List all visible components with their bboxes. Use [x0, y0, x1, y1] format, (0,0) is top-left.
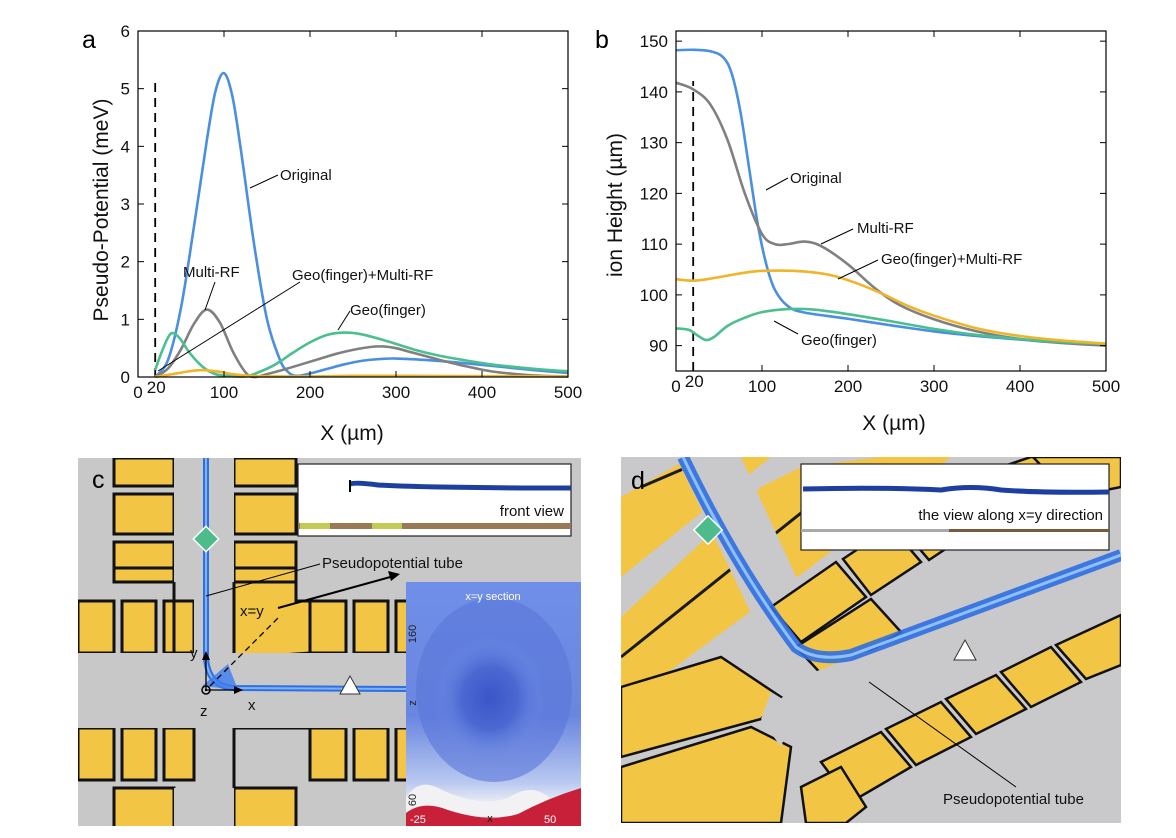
panel-b-xlabel: X (µm) — [862, 412, 925, 435]
panel-b-ytick-label: 120 — [640, 184, 668, 203]
panel-b-xtick-label: 200 — [834, 377, 862, 396]
panel-a-xtick-label: 200 — [296, 383, 324, 402]
panel-b-annotation-original: Original — [790, 170, 842, 187]
panel-c-tube-label: Pseudopotential tube — [322, 555, 463, 572]
panel-b-ytick-label: 130 — [640, 134, 668, 153]
axis-z-label: z — [200, 703, 208, 720]
panel-a-xtick-label: 500 — [554, 383, 582, 402]
diag-label: x=y — [240, 603, 264, 620]
panel-a-series-geo-finger-multi-rf — [154, 368, 569, 379]
panel-b-xtick-label: 400 — [1006, 377, 1034, 396]
panel-b-label: b — [595, 26, 609, 54]
panel-a-xtick-label: 100 — [210, 383, 238, 402]
panel-a-xtick-label: 400 — [468, 383, 496, 402]
panel-b-annotation-geofinger: Geo(finger) — [801, 332, 877, 349]
panel-a-series-geo-finger- — [153, 331, 569, 378]
panel-b-ytick-label: 100 — [640, 286, 668, 305]
panel-b-series-geo-finger-multi-rf — [675, 269, 1107, 345]
green-diamond-marker-3d — [692, 514, 724, 546]
panel-b-xtick-label: 300 — [920, 377, 948, 396]
section-ytick-top: 160 — [407, 625, 419, 643]
panel-a-plot-frame — [137, 30, 569, 378]
white-triangle-marker — [339, 674, 361, 695]
panel-c-figure: y x z x=y Pseudopotential tube front vie… — [78, 458, 581, 826]
panel-a-ytick-label: 4 — [121, 137, 130, 156]
front-view-label: front view — [500, 503, 564, 520]
panel-a-ytick-label: 5 — [121, 80, 130, 99]
panel-a-chart: a Pseudo-Potential (meV) X (µm) 20 0 100 2… — [82, 22, 582, 445]
panel-a-ytick-label: 1 — [121, 310, 130, 329]
section-ytick-bottom: 60 — [407, 794, 419, 806]
panel-a-annotation-original: Original — [280, 167, 332, 184]
panel-a-ytick-label: 2 — [121, 253, 130, 272]
panel-a-marker-label: 20 — [147, 378, 166, 397]
panel-a-label: a — [82, 26, 96, 54]
panel-b-ytick-label: 90 — [649, 337, 668, 356]
section-title: x=y section — [465, 591, 520, 603]
section-zlabel: z — [407, 700, 419, 706]
panel-a-series-original — [154, 71, 569, 378]
panel-b-marker-label: 20 — [685, 372, 704, 391]
panel-a-ylabel: Pseudo-Potential (meV) — [90, 99, 113, 322]
panel-d-figure: Pseudopotential tube the view along x=y … — [621, 457, 1121, 823]
panel-a-series-multi-rf — [154, 308, 569, 379]
xy-view-label: the view along x=y direction — [918, 507, 1103, 524]
panel-b-xtick-label: 500 — [1092, 377, 1120, 396]
panel-a-annotation-geofinger: Geo(finger) — [350, 302, 426, 319]
white-triangle-marker-3d — [953, 638, 977, 661]
panel-b-ytick-label: 110 — [641, 235, 668, 254]
panel-b-series-multi-rf — [675, 81, 1107, 347]
section-xtick-right: 50 — [544, 814, 556, 826]
panel-b-annotation-multirf: Multi-RF — [857, 220, 914, 237]
panel-a-ytick-label: 6 — [121, 22, 130, 41]
panel-b-ytick-label: 140 — [640, 83, 668, 102]
axis-y-label: y — [190, 645, 198, 662]
panel-b-annotation-geomulti: Geo(finger)+Multi-RF — [881, 251, 1022, 268]
panel-a-annotation-multirf: Multi-RF — [183, 264, 240, 281]
section-xlabel: x — [487, 813, 493, 825]
panel-d-tube-label: Pseudopotential tube — [943, 791, 1084, 808]
panel-b-series-geo-finger- — [675, 307, 1107, 346]
panel-a-xlabel: X (µm) — [320, 422, 383, 445]
green-diamond-marker — [192, 525, 220, 553]
panel-b-xtick-label: 100 — [748, 377, 776, 396]
panel-b-plot-frame — [675, 30, 1107, 372]
panel-d-label: d — [631, 467, 645, 495]
panel-a-xtick-label: 300 — [382, 383, 410, 402]
panel-a-ytick-label: 0 — [121, 368, 130, 387]
section-xtick-left: -25 — [410, 814, 426, 826]
panel-a-xtick-label: 0 — [133, 383, 142, 402]
panel-a-ytick-label: 3 — [121, 195, 130, 214]
panel-b-chart: b ion Height (µm) X (µm) 20 0 100 200 300 40… — [595, 26, 1120, 435]
panel-b-ytick-label: 150 — [640, 32, 668, 51]
panel-a-annotation-geomulti: Geo(finger)+Multi-RF — [292, 267, 433, 284]
panel-c-label: c — [92, 466, 105, 494]
axis-x-label: x — [248, 697, 256, 714]
panel-b-xtick-label: 0 — [671, 377, 680, 396]
panel-b-ylabel: ion Height (µm) — [604, 133, 627, 277]
xy-view-inset — [800, 463, 1110, 551]
